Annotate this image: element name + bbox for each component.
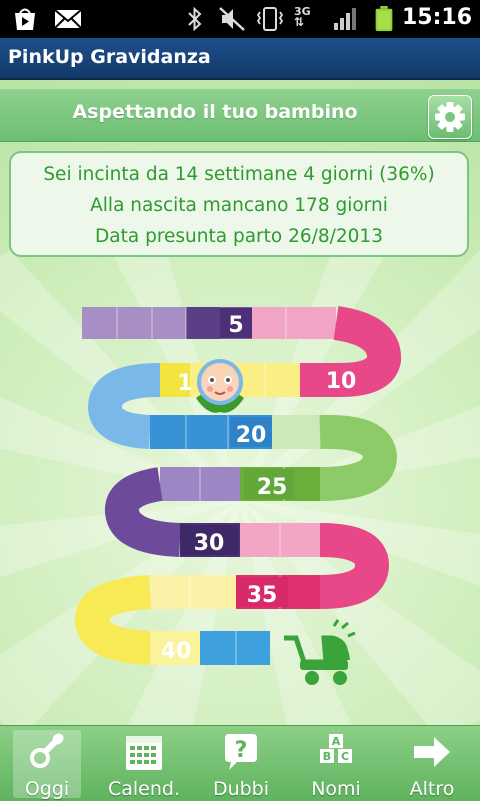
pregnancy-info-box: Sei incinta da 14 settimane 4 giorni (36…	[9, 151, 469, 257]
battery-icon	[375, 6, 393, 32]
tab-calendario[interactable]: Calend.	[108, 730, 180, 800]
bluetooth-icon	[188, 6, 202, 32]
due-date-text: Data presunta parto 26/8/2013	[95, 226, 383, 247]
days-remaining-text: Alla nascita mancano 178 giorni	[90, 195, 388, 216]
arrow-right-icon	[414, 737, 450, 767]
mute-icon	[219, 7, 245, 31]
clock: 15:16	[401, 5, 472, 30]
abc-blocks-icon: A B C	[320, 734, 352, 763]
status-bar: 3G ⇅ 15:16	[0, 0, 480, 38]
milestone-5: 5	[228, 313, 243, 338]
tab-label: Oggi	[24, 778, 70, 800]
tab-oggi[interactable]: Oggi	[13, 730, 81, 800]
tab-label: Altro	[409, 778, 455, 800]
header-title: Aspettando il tuo bambino	[72, 101, 358, 123]
vibrate-icon	[256, 7, 284, 31]
tab-label: Dubbi	[212, 778, 270, 800]
main-content: Aspettando il tuo bambino Sei incinta da…	[0, 80, 480, 725]
signal-icon	[334, 8, 356, 30]
settings-button[interactable]	[428, 95, 472, 139]
milestone-20: 20	[236, 423, 267, 448]
svg-text:C: C	[341, 750, 349, 763]
tab-dubbi[interactable]: ? Dubbi	[207, 730, 275, 800]
svg-text:A: A	[332, 735, 341, 748]
milestone-30: 30	[194, 531, 225, 556]
pacifier-icon	[30, 733, 64, 768]
tab-altro[interactable]: Altro	[398, 730, 466, 800]
milestone-1: 1	[177, 371, 192, 396]
bottom-tab-bar: Oggi Calend. ? Dubbi A B C Nomi	[0, 725, 480, 801]
milestone-35: 35	[247, 583, 278, 608]
svg-text:?: ?	[235, 738, 248, 763]
pregnancy-weeks-text: Sei incinta da 14 settimane 4 giorni (36…	[43, 164, 435, 185]
milestone-25: 25	[257, 475, 288, 500]
milestone-10: 10	[326, 369, 357, 394]
baby-position-marker[interactable]	[196, 359, 244, 413]
network-label: 3G	[294, 5, 311, 18]
calendar-icon	[126, 736, 162, 770]
question-bubble-icon: ?	[225, 734, 257, 770]
tab-label: Nomi	[311, 778, 361, 800]
data-3g-icon: 3G ⇅	[294, 5, 311, 29]
email-icon	[54, 9, 82, 29]
header-bar: Aspettando il tuo bambino	[0, 88, 480, 142]
svg-text:B: B	[323, 750, 331, 763]
tab-nomi[interactable]: A B C Nomi	[302, 730, 370, 800]
app-title-bar: PinkUp Gravidanza	[0, 38, 480, 80]
play-store-icon	[15, 8, 35, 30]
stroller-icon	[284, 619, 356, 685]
app-title: PinkUp Gravidanza	[8, 46, 211, 68]
pregnancy-progress-board[interactable]: 5 10 1 20 25 30 35 40	[0, 80, 480, 725]
milestone-40: 40	[161, 639, 192, 664]
tab-label: Calend.	[107, 778, 181, 800]
gear-icon	[435, 102, 465, 132]
